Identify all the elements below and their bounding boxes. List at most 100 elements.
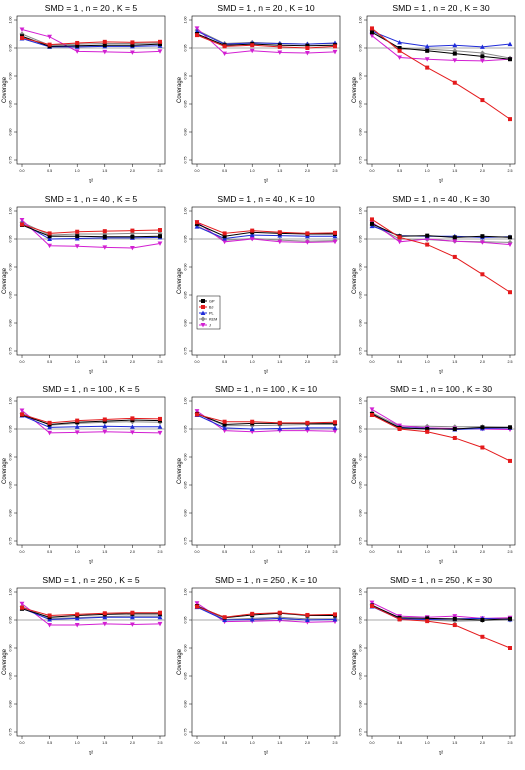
legend-label: PL (209, 311, 214, 315)
x-axis-label: τ² (264, 751, 268, 757)
series-line-bj (21, 413, 161, 424)
x-tick-label: 2.0 (480, 169, 485, 173)
series-line-bj (196, 221, 336, 234)
x-tick-label: 1.5 (277, 169, 282, 173)
data-point-bj (480, 272, 485, 277)
y-tick-label: 0.90 (359, 454, 363, 461)
data-point-gp (480, 618, 485, 622)
data-point-j (130, 430, 135, 435)
data-point-j (507, 242, 513, 247)
chart-title: SMD = 1 , n = 40 , K = 10 (217, 194, 314, 204)
data-point-pl (277, 233, 283, 238)
x-axis-label: τ² (89, 179, 93, 185)
data-point-bj (158, 39, 162, 44)
y-tick-label: 0.80 (184, 129, 188, 136)
data-point-pl (305, 425, 310, 430)
data-point-bj (195, 220, 199, 225)
data-point-j (277, 50, 283, 55)
x-tick-label: 0.5 (47, 741, 52, 745)
data-point-pl (305, 617, 310, 622)
plot-frame (191, 15, 341, 165)
chart-panel: SMD = 1 , n = 20 , K = 5 0.75 0.80 0.85 0.90… (2, 3, 166, 185)
data-point-kem (479, 50, 485, 56)
series-line-j (371, 221, 511, 246)
x-tick-label: 1.5 (452, 169, 457, 173)
series-line-j (21, 29, 161, 53)
series-line-j (21, 603, 161, 626)
y-tick-label: 0.90 (9, 73, 13, 80)
chart-title: SMD = 1 , n = 250 , K = 30 (390, 575, 492, 585)
x-axis-label: τ² (439, 370, 443, 376)
x-tick-label: 1.0 (75, 741, 80, 745)
x-tick-label: 1.0 (75, 550, 80, 554)
legend-marker (200, 323, 206, 328)
data-point-j (452, 614, 458, 619)
data-point-bj (158, 610, 162, 615)
data-point-j (102, 245, 108, 250)
y-tick-label: 0.75 (9, 538, 13, 545)
data-point-gp (222, 234, 227, 239)
x-tick-label: 2.5 (158, 169, 163, 173)
data-point-gp (480, 54, 485, 59)
data-point-pl (332, 617, 338, 622)
data-point-pl (130, 424, 135, 429)
data-point-bj (305, 612, 310, 617)
chart-panel: SMD = 1 , n = 40 , K = 10 0.75 0.80 0.85 0.9… (177, 194, 341, 376)
data-point-bj (75, 229, 80, 234)
y-tick-label: 0.85 (359, 101, 363, 108)
x-axis-label: τ² (264, 179, 268, 185)
data-point-gp (425, 48, 430, 53)
data-point-bj (102, 229, 107, 234)
data-point-j (397, 55, 402, 60)
y-tick-label: 0.75 (9, 729, 13, 736)
data-point-j (332, 429, 338, 434)
chart-panel: SMD = 1 , n = 100 , K = 30 0.75 0.80 0.85 0.… (352, 384, 516, 566)
plot-frame (366, 206, 516, 356)
data-point-j (452, 58, 458, 63)
data-point-j (249, 48, 255, 54)
legend-label: J (209, 323, 211, 327)
data-point-bj (425, 65, 430, 70)
data-point-gp (508, 425, 512, 430)
x-tick-label: 2.0 (480, 360, 485, 364)
y-tick-label: 0.80 (359, 129, 363, 136)
data-point-bj (158, 228, 162, 233)
data-point-pl (452, 42, 458, 48)
data-point-gp (452, 51, 457, 56)
y-tick-label: 1.00 (359, 589, 363, 596)
data-point-pl (397, 40, 402, 45)
data-point-pl (47, 617, 52, 622)
plot-frame (16, 15, 166, 165)
x-tick-label: 0.5 (47, 169, 52, 173)
legend-label: GP (209, 299, 215, 303)
y-tick-label: 0.85 (359, 482, 363, 489)
y-tick-label: 0.95 (184, 617, 188, 624)
data-point-j (74, 623, 80, 628)
series-line-bj (196, 606, 336, 618)
chart-panel: SMD = 1 , n = 250 , K = 5 0.75 0.80 0.85 0.9… (2, 575, 166, 757)
data-point-gp (75, 43, 80, 48)
y-axis-label: Coverage (177, 267, 183, 294)
y-tick-label: 0.75 (184, 157, 188, 164)
x-tick-label: 1.5 (452, 741, 457, 745)
series-line-pl (196, 226, 335, 239)
x-tick-label: 2.5 (333, 360, 338, 364)
series-line-j (196, 410, 336, 433)
data-point-bj (158, 416, 162, 421)
series-line-j (371, 408, 511, 431)
x-tick-label: 2.5 (158, 360, 163, 364)
y-tick-label: 0.75 (359, 729, 363, 736)
x-tick-label: 0.0 (195, 741, 200, 745)
data-point-j (74, 244, 80, 249)
data-point-pl (222, 236, 227, 241)
chart-title: SMD = 1 , n = 250 , K = 5 (42, 575, 139, 585)
data-point-j (130, 622, 135, 627)
data-point-bj (195, 33, 199, 38)
y-tick-label: 0.80 (184, 701, 188, 708)
data-point-gp (102, 234, 107, 239)
x-tick-label: 1.0 (250, 550, 255, 554)
y-tick-label: 0.80 (9, 320, 13, 327)
x-tick-label: 2.0 (305, 169, 310, 173)
legend-marker (200, 310, 206, 315)
y-tick-label: 0.90 (184, 645, 188, 652)
